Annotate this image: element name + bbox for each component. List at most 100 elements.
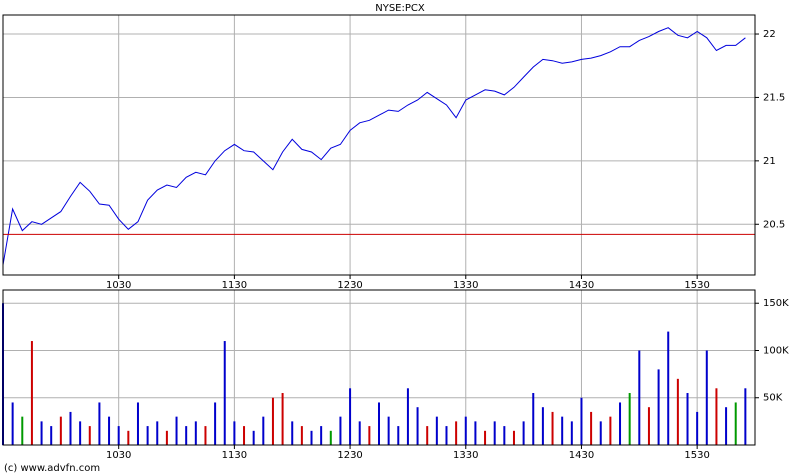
- volume-bar: [194, 421, 197, 445]
- volume-bar: [262, 416, 265, 445]
- y-tick-label: 22: [763, 29, 776, 40]
- volume-bar: [40, 421, 43, 445]
- volume-bar: [657, 369, 660, 445]
- volume-bar: [686, 393, 689, 445]
- volume-bar: [59, 416, 62, 445]
- volume-bar: [570, 421, 573, 445]
- y-tick-label: 50K: [763, 393, 783, 404]
- volume-bar: [156, 421, 159, 445]
- volume-bar: [233, 421, 236, 445]
- volume-bar: [734, 402, 737, 445]
- x-tick-label: 1530: [684, 280, 709, 291]
- volume-bar: [252, 430, 255, 445]
- y-tick-label: 100K: [763, 345, 789, 356]
- y-tick-label: 20.5: [763, 219, 785, 230]
- volume-bar: [108, 416, 111, 445]
- volume-bar: [88, 426, 91, 445]
- volume-bar: [667, 331, 670, 445]
- volume-bar: [329, 430, 332, 445]
- volume-bar: [358, 421, 361, 445]
- volume-bar: [647, 407, 650, 445]
- volume-bar: [281, 393, 284, 445]
- volume-bar: [676, 378, 679, 445]
- volume-bar: [435, 416, 438, 445]
- volume-bar: [271, 397, 274, 445]
- x-tick-label: 1030: [106, 280, 131, 291]
- volume-bar: [638, 350, 641, 445]
- y-tick-label: 150K: [763, 298, 789, 309]
- volume-bar: [619, 402, 622, 445]
- credit: (c) www.advfn.com: [4, 463, 100, 474]
- volume-bar: [503, 426, 506, 445]
- volume-bar: [397, 426, 400, 445]
- volume-bar: [609, 416, 612, 445]
- volume-bar: [426, 426, 429, 445]
- volume-bar: [175, 416, 178, 445]
- volume-bar: [725, 407, 728, 445]
- volume-bar: [146, 426, 149, 445]
- volume-bar: [11, 402, 14, 445]
- volume-bar: [310, 430, 313, 445]
- volume-bar: [165, 430, 168, 445]
- volume-bar: [117, 426, 120, 445]
- volume-bar: [69, 411, 72, 445]
- x-tick-label: 1430: [569, 450, 594, 461]
- volume-bar: [291, 421, 294, 445]
- volume-bar: [628, 393, 631, 445]
- volume-bar: [349, 388, 352, 445]
- volume-bar: [416, 407, 419, 445]
- volume-bar: [474, 421, 477, 445]
- volume-bar: [493, 421, 496, 445]
- x-tick-label: 1030: [106, 450, 131, 461]
- volume-bar: [204, 426, 207, 445]
- volume-bar: [79, 421, 82, 445]
- volume-bar: [320, 426, 323, 445]
- y-tick-label: 21: [763, 156, 776, 167]
- volume-bar: [580, 397, 583, 445]
- volume-bar: [561, 416, 564, 445]
- volume-bar: [406, 388, 409, 445]
- volume-bar: [214, 402, 217, 445]
- volume-bar: [127, 430, 130, 445]
- chart-title: NYSE:PCX: [375, 3, 425, 14]
- panel-frame: [2, 14, 756, 276]
- volume-bar: [464, 416, 467, 445]
- volume-bar: [532, 393, 535, 445]
- x-tick-label: 1430: [569, 280, 594, 291]
- price-line: [2, 27, 746, 265]
- volume-bar: [522, 421, 525, 445]
- volume-bar: [387, 416, 390, 445]
- volume-bar: [715, 388, 718, 445]
- x-tick-label: 1130: [222, 450, 247, 461]
- volume-bar: [599, 421, 602, 445]
- volume-bar: [590, 411, 593, 445]
- volume-bar: [541, 407, 544, 445]
- volume-bar: [98, 402, 101, 445]
- volume-bar: [368, 426, 371, 445]
- volume-bar: [136, 402, 139, 445]
- volume-bar: [744, 388, 747, 445]
- volume-bar: [484, 430, 487, 445]
- x-tick-label: 1330: [453, 450, 478, 461]
- volume-bar: [705, 350, 708, 445]
- volume-bar: [512, 430, 515, 445]
- y-tick-label: 21.5: [763, 92, 785, 103]
- volume-bar: [300, 426, 303, 445]
- volume-bar: [696, 411, 699, 445]
- panel-frame: [2, 289, 756, 446]
- volume-bar: [455, 421, 458, 445]
- x-tick-label: 1330: [453, 280, 478, 291]
- volume-bar: [339, 416, 342, 445]
- volume-bar: [223, 341, 226, 445]
- volume-bar: [185, 426, 188, 445]
- x-tick-label: 1230: [337, 450, 362, 461]
- volume-bar: [30, 341, 33, 445]
- volume-bar: [445, 426, 448, 445]
- volume-bar: [243, 426, 246, 445]
- volume-bar: [50, 426, 53, 445]
- x-tick-label: 1530: [684, 450, 709, 461]
- x-tick-label: 1230: [337, 280, 362, 291]
- volume-bar: [378, 402, 380, 445]
- volume-bar: [551, 411, 554, 445]
